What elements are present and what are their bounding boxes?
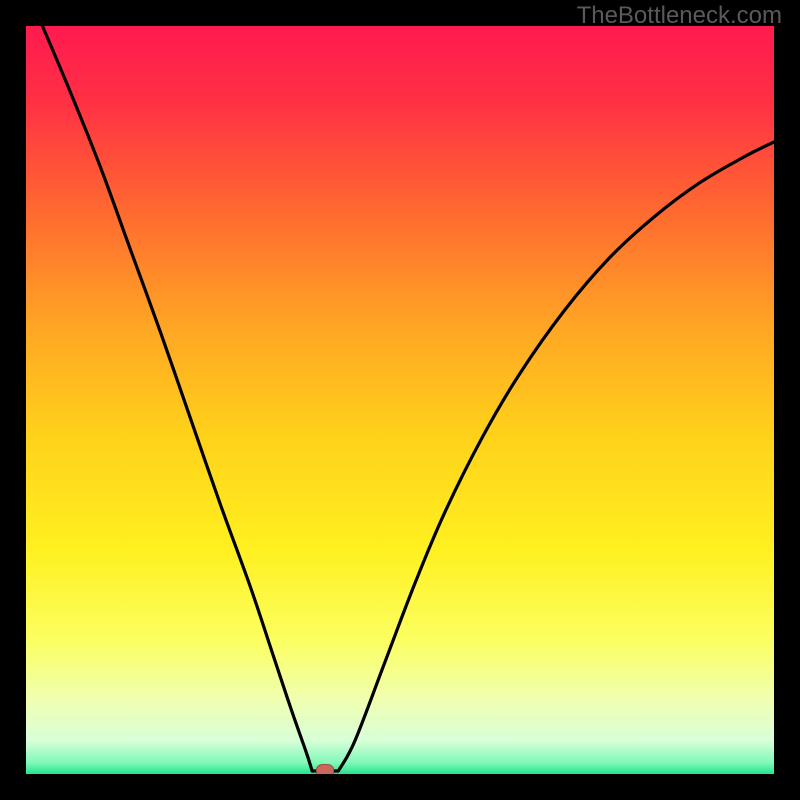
optimal-point-marker [316,764,334,774]
plot-area [26,26,774,774]
bottleneck-curve [26,26,774,774]
watermark-text: TheBottleneck.com [577,2,782,30]
